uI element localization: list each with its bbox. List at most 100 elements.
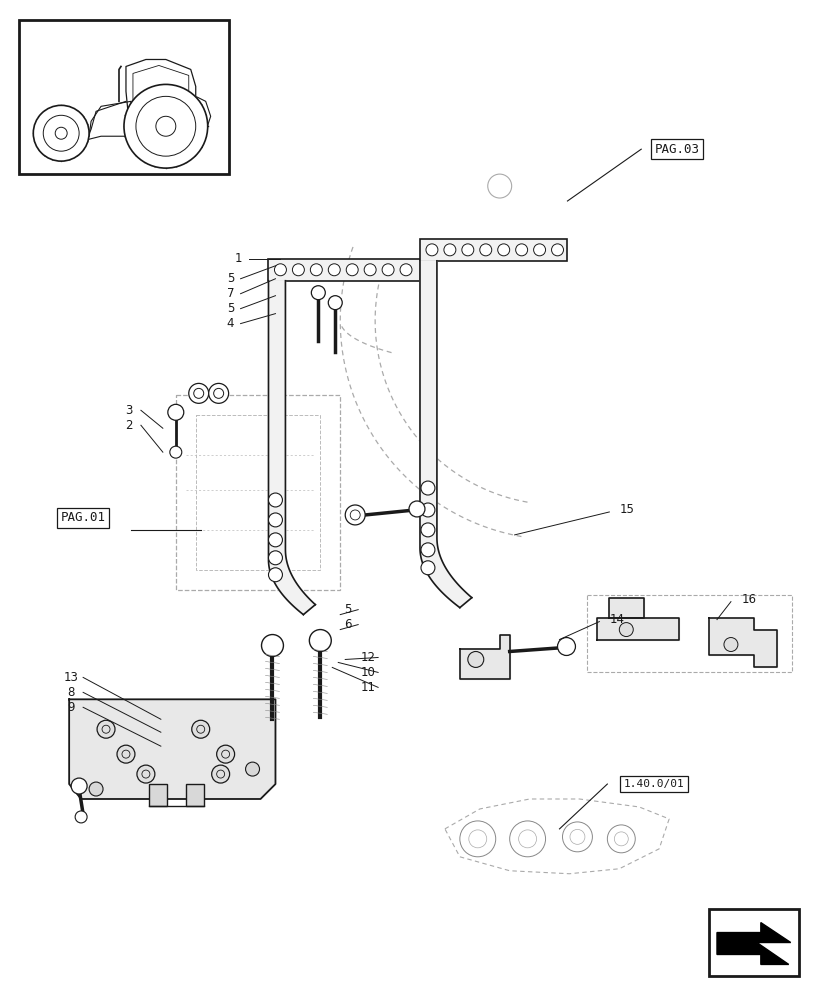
Circle shape <box>399 264 412 276</box>
Circle shape <box>268 568 282 582</box>
Circle shape <box>569 829 584 844</box>
Polygon shape <box>419 261 471 608</box>
Circle shape <box>381 264 394 276</box>
Bar <box>268 259 419 281</box>
Circle shape <box>497 244 509 256</box>
Bar <box>175 395 340 590</box>
Circle shape <box>619 623 633 637</box>
Circle shape <box>614 832 628 846</box>
Text: 13: 13 <box>64 671 79 684</box>
Text: 6: 6 <box>344 618 351 631</box>
Circle shape <box>420 543 434 557</box>
Circle shape <box>518 830 536 848</box>
Circle shape <box>311 286 325 300</box>
Polygon shape <box>268 281 315 615</box>
Circle shape <box>217 745 234 763</box>
Circle shape <box>346 264 358 276</box>
Polygon shape <box>126 59 195 136</box>
Circle shape <box>189 383 208 403</box>
Circle shape <box>479 244 491 256</box>
Text: 4: 4 <box>227 317 234 330</box>
Circle shape <box>212 765 229 783</box>
Circle shape <box>459 821 495 857</box>
Text: 3: 3 <box>125 404 132 417</box>
Circle shape <box>97 720 115 738</box>
Circle shape <box>309 630 331 651</box>
Bar <box>149 784 166 806</box>
Circle shape <box>551 244 563 256</box>
Text: PAG.03: PAG.03 <box>654 143 699 156</box>
Circle shape <box>117 745 135 763</box>
Circle shape <box>327 296 342 310</box>
Circle shape <box>213 388 223 398</box>
Polygon shape <box>596 618 678 640</box>
Circle shape <box>468 830 486 848</box>
Circle shape <box>194 388 203 398</box>
Circle shape <box>71 778 87 794</box>
Circle shape <box>345 505 365 525</box>
Circle shape <box>562 822 591 852</box>
Circle shape <box>155 116 175 136</box>
Circle shape <box>43 115 79 151</box>
Polygon shape <box>69 699 275 799</box>
Bar <box>185 784 203 806</box>
Circle shape <box>350 510 360 520</box>
Circle shape <box>467 651 483 667</box>
Circle shape <box>557 638 575 655</box>
Text: 5: 5 <box>227 302 234 315</box>
Polygon shape <box>708 618 776 667</box>
Bar <box>19 20 228 174</box>
Circle shape <box>89 782 103 796</box>
Circle shape <box>170 446 182 458</box>
Text: 7: 7 <box>227 287 234 300</box>
Circle shape <box>75 811 87 823</box>
Text: 14: 14 <box>609 613 624 626</box>
Circle shape <box>141 770 150 778</box>
Circle shape <box>122 750 130 758</box>
Text: 5: 5 <box>227 272 234 285</box>
Text: 2: 2 <box>125 419 132 432</box>
Polygon shape <box>609 598 643 618</box>
Circle shape <box>310 264 322 276</box>
Circle shape <box>420 523 434 537</box>
Circle shape <box>55 127 67 139</box>
Circle shape <box>425 244 437 256</box>
Circle shape <box>461 244 473 256</box>
Text: 5: 5 <box>344 603 351 616</box>
Circle shape <box>327 264 340 276</box>
Text: 16: 16 <box>740 593 755 606</box>
Circle shape <box>274 264 286 276</box>
Circle shape <box>533 244 545 256</box>
Bar <box>708 909 798 976</box>
Circle shape <box>136 96 195 156</box>
Circle shape <box>261 635 283 656</box>
Text: 15: 15 <box>619 503 634 516</box>
Circle shape <box>443 244 456 256</box>
Circle shape <box>192 720 209 738</box>
Circle shape <box>420 481 434 495</box>
Circle shape <box>268 513 282 527</box>
Circle shape <box>487 174 511 198</box>
Circle shape <box>292 264 304 276</box>
Bar <box>195 415 320 570</box>
Text: 1.40.0/01: 1.40.0/01 <box>623 779 684 789</box>
Circle shape <box>197 725 204 733</box>
Circle shape <box>509 821 545 857</box>
Polygon shape <box>86 96 210 141</box>
Circle shape <box>420 561 434 575</box>
Circle shape <box>268 493 282 507</box>
Circle shape <box>364 264 375 276</box>
Text: 9: 9 <box>67 701 74 714</box>
Text: 8: 8 <box>67 686 74 699</box>
Text: 11: 11 <box>361 681 375 694</box>
Circle shape <box>168 404 184 420</box>
Bar <box>419 239 566 261</box>
Circle shape <box>409 501 424 517</box>
Circle shape <box>420 503 434 517</box>
Bar <box>586 595 791 672</box>
Circle shape <box>515 244 527 256</box>
Text: 12: 12 <box>361 651 375 664</box>
Text: PAG.01: PAG.01 <box>60 511 106 524</box>
Circle shape <box>136 765 155 783</box>
Circle shape <box>607 825 634 853</box>
